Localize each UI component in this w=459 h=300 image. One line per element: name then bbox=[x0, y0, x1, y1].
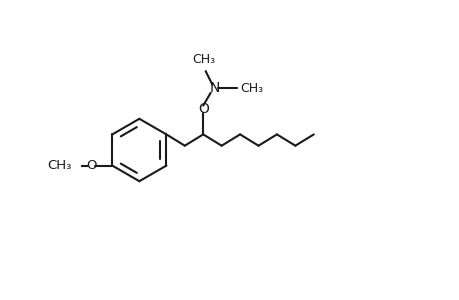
Text: N: N bbox=[209, 81, 219, 95]
Text: CH₃: CH₃ bbox=[192, 53, 215, 66]
Text: CH₃: CH₃ bbox=[47, 159, 72, 172]
Text: O: O bbox=[86, 159, 96, 172]
Text: O: O bbox=[197, 102, 208, 116]
Text: CH₃: CH₃ bbox=[239, 82, 263, 95]
